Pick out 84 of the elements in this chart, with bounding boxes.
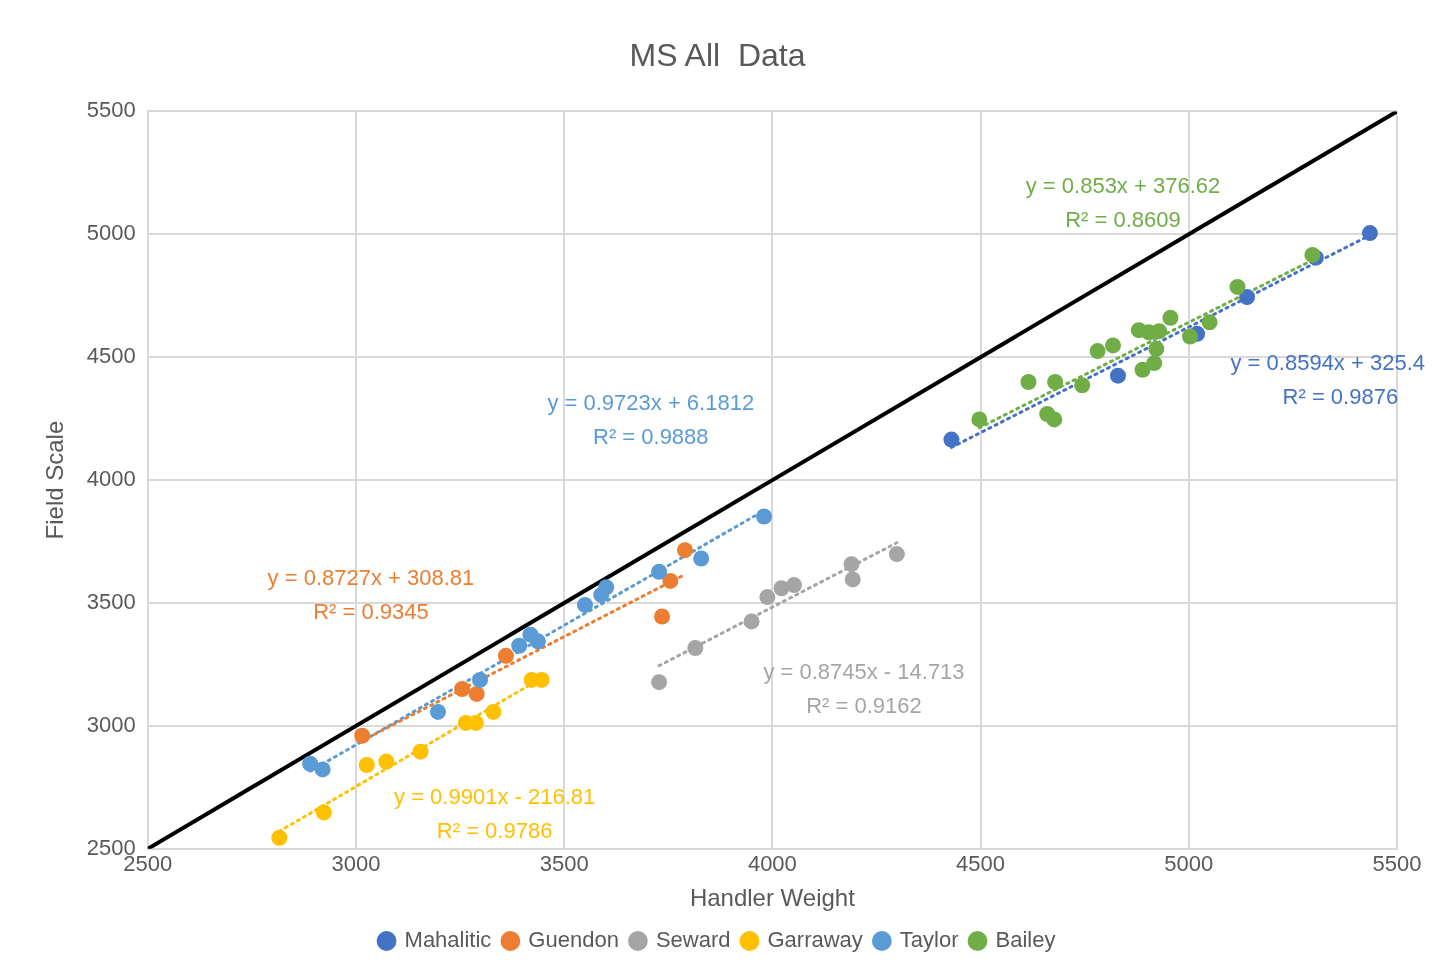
point: [1146, 355, 1163, 372]
legend-label: Seward: [655, 927, 731, 953]
point: [651, 674, 668, 691]
legend-label: Guendon: [528, 927, 619, 953]
point: [378, 753, 395, 770]
chart-title: MS All Data: [629, 37, 806, 74]
y-axis-title: Field Scale: [41, 420, 69, 540]
point: [1151, 323, 1168, 340]
point: [1239, 288, 1256, 305]
point: [759, 589, 776, 606]
point: [429, 703, 446, 720]
point: [497, 647, 514, 664]
x-tick-label: 3000: [331, 851, 381, 877]
point: [576, 596, 593, 613]
x-tick-label: 4000: [747, 851, 797, 877]
point: [1162, 309, 1179, 326]
y-tick-label: 4000: [86, 466, 136, 492]
point: [654, 608, 671, 625]
annotation: y = 0.8745x - 14.713: [763, 659, 965, 685]
point: [412, 743, 429, 760]
point: [485, 703, 502, 720]
annotation: y = 0.853x + 376.62: [1025, 172, 1221, 198]
legend-label: Mahalitic: [404, 927, 492, 953]
point: [472, 671, 489, 688]
legend-label: Garraway: [767, 927, 863, 953]
point: [1046, 411, 1063, 428]
x-tick-label: 5500: [1372, 851, 1422, 877]
point: [687, 639, 704, 656]
point: [1361, 225, 1378, 242]
point: [662, 572, 679, 589]
point: [598, 579, 615, 596]
point: [358, 756, 375, 773]
point: [1110, 367, 1126, 384]
point: [511, 637, 528, 654]
point: [1201, 314, 1218, 331]
point: [314, 761, 331, 778]
point: [302, 755, 319, 772]
annotation: R² = 0.9162: [806, 693, 922, 719]
annotation: R² = 0.9345: [313, 599, 429, 625]
point: [651, 563, 668, 580]
x-tick-label: 5000: [1164, 851, 1214, 877]
point: [1047, 374, 1064, 391]
point: [693, 550, 710, 567]
point: [1229, 278, 1246, 295]
y-tick-label: 3000: [86, 711, 136, 737]
point: [1182, 328, 1199, 345]
annotation: R² = 0.9876: [1282, 384, 1399, 410]
y-tick-label: 5000: [86, 220, 136, 246]
legend-label: Taylor: [899, 927, 959, 953]
point: [1074, 377, 1091, 394]
legend-label: Bailey: [995, 927, 1056, 953]
annotation: R² = 0.9888: [592, 423, 709, 449]
x-axis-title: Handler Weight: [689, 884, 856, 912]
point: [743, 613, 760, 630]
point: [756, 508, 773, 525]
point: [971, 411, 988, 428]
point: [888, 546, 905, 563]
point: [271, 829, 288, 846]
point: [676, 542, 693, 559]
annotation: R² = 0.9786: [436, 817, 553, 843]
point: [786, 577, 803, 594]
annotation: y = 0.8727x + 308.81: [267, 565, 475, 591]
x-tick-label: 3500: [539, 851, 589, 877]
point: [1089, 343, 1106, 360]
y-tick-label: 5500: [86, 97, 136, 123]
y-tick-label: 4500: [86, 343, 136, 369]
point: [943, 431, 960, 448]
point: [315, 804, 332, 821]
point: [843, 556, 860, 573]
point: [354, 727, 371, 744]
x-tick-label: 4500: [956, 851, 1006, 877]
annotation: y = 0.8594x + 325.4: [1230, 350, 1426, 376]
point: [1148, 340, 1165, 357]
point: [454, 681, 471, 698]
point: [1105, 337, 1121, 354]
point: [1020, 374, 1037, 391]
annotation: R² = 0.8609: [1065, 206, 1181, 232]
y-tick-label: 3500: [86, 589, 136, 615]
point: [1134, 361, 1151, 378]
point: [529, 633, 546, 650]
annotation: y = 0.9723x + 6.1812: [547, 389, 755, 415]
point: [468, 685, 485, 702]
annotation: y = 0.9901x - 216.81: [394, 783, 596, 809]
point: [844, 571, 861, 588]
